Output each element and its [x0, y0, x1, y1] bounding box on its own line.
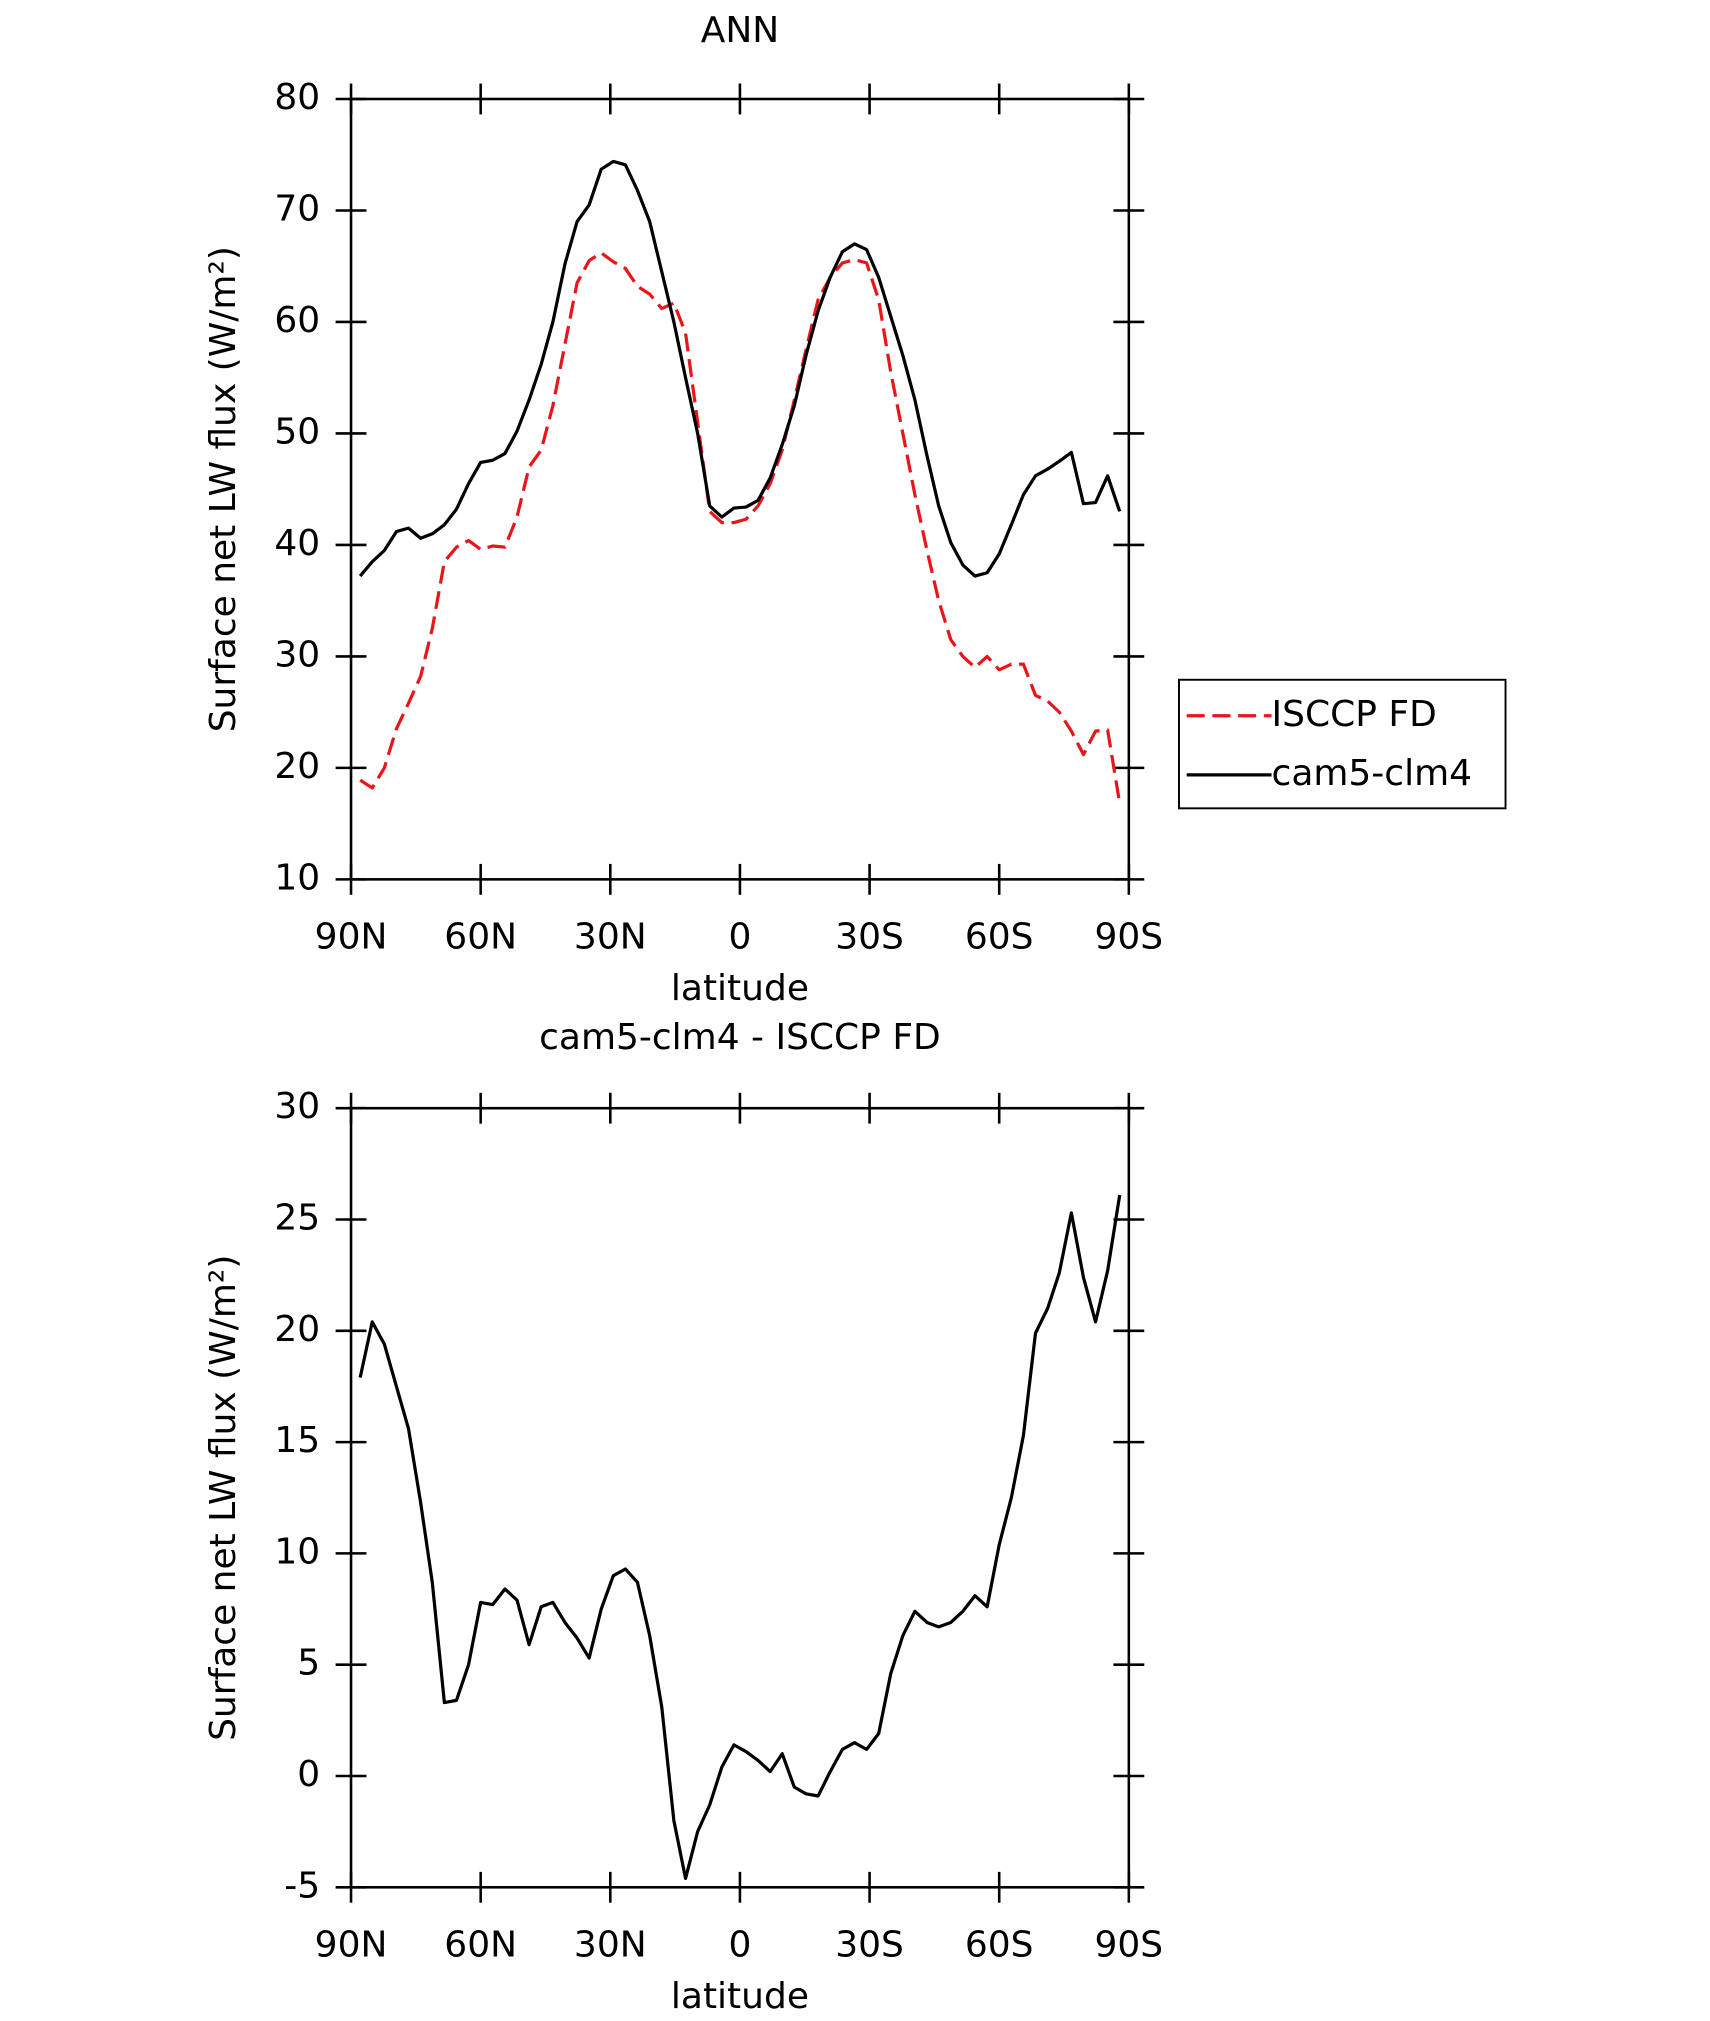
data-line [358, 159, 1122, 578]
y-tick-label: 20 [274, 746, 320, 787]
x-tick-label: 30N [574, 1924, 647, 1965]
y-tick-label: 80 [274, 77, 320, 118]
y-tick-label: 70 [274, 188, 320, 229]
data-line [358, 1194, 1122, 1881]
x-tick-label: 90N [315, 917, 388, 958]
x-tick-label: 60S [965, 917, 1034, 958]
y-tick-label: 20 [274, 1309, 320, 1350]
x-tick-label: 60N [444, 917, 517, 958]
legend-box [1178, 678, 1507, 810]
x-axis-label: latitude [671, 968, 809, 1009]
x-axis-label: latitude [671, 1976, 809, 2017]
y-axis-label: Surface net LW flux (W/m²) [203, 246, 244, 732]
legend-label: cam5-clm4 [1272, 753, 1473, 794]
data-line [359, 251, 1122, 804]
x-tick-label: 30S [835, 1924, 904, 1965]
x-tick-label: 30N [574, 917, 647, 958]
y-tick-label: 50 [274, 411, 320, 452]
y-tick-label: 60 [274, 300, 320, 341]
plot-frame [349, 1106, 1131, 1889]
x-tick-label: 90N [315, 1924, 388, 1965]
x-tick-label: 60S [965, 1924, 1034, 1965]
x-tick-label: 0 [728, 917, 751, 958]
plot-frame [349, 97, 1131, 881]
legend-label: ISCCP FD [1272, 694, 1437, 735]
chart-title: cam5-clm4 - ISCCP FD [539, 1017, 941, 1058]
chart-title: ANN [701, 10, 779, 51]
y-axis-label: Surface net LW flux (W/m²) [203, 1255, 244, 1741]
y-tick-label: 10 [274, 1531, 320, 1572]
x-tick-label: 90S [1095, 917, 1164, 958]
y-tick-label: 25 [274, 1198, 320, 1239]
x-tick-label: 0 [728, 1924, 751, 1965]
y-tick-label: 15 [274, 1420, 320, 1461]
y-tick-label: 40 [274, 523, 320, 564]
x-tick-label: 60N [444, 1924, 517, 1965]
y-tick-label: 10 [274, 857, 320, 898]
y-tick-label: 30 [274, 634, 320, 675]
y-tick-label: -5 [284, 1865, 320, 1906]
y-tick-label: 5 [297, 1643, 320, 1684]
x-tick-label: 90S [1095, 1924, 1164, 1965]
y-tick-label: 0 [297, 1754, 320, 1795]
y-tick-label: 30 [274, 1086, 320, 1127]
x-tick-label: 30S [835, 917, 904, 958]
